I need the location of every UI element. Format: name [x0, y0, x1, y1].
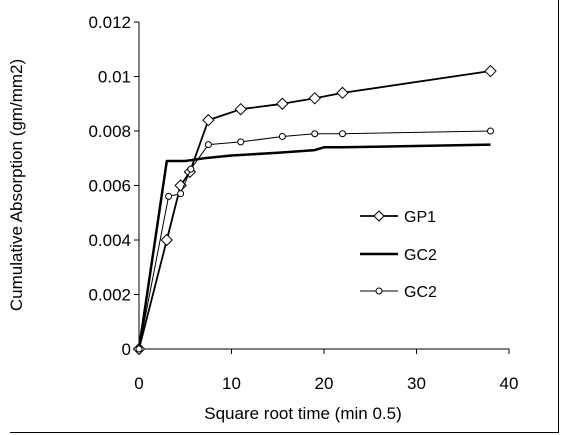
data-point-circle	[177, 190, 185, 198]
data-point-circle	[204, 141, 212, 149]
data-point-circle	[278, 132, 286, 140]
legend-label-gc2-line: GC2	[404, 247, 437, 264]
data-point-circle	[165, 192, 173, 200]
x-axis-label: Square root time (min 0.5)	[204, 404, 401, 423]
legend-diamond-marker	[373, 210, 385, 222]
legend-item-gc2-line: GC2	[360, 247, 437, 264]
x-tick-label: 40	[500, 374, 519, 393]
data-point-circle	[187, 165, 195, 173]
data-point-circle	[135, 345, 143, 353]
series-line-0	[138, 70, 491, 350]
y-tick-label: 0.008	[88, 122, 131, 141]
x-tick-label: 0	[134, 374, 143, 393]
data-point-circle	[311, 130, 319, 138]
x-tick-label: 10	[222, 374, 241, 393]
chart-frame	[10, 0, 559, 433]
data-point-circle	[339, 130, 346, 138]
data-point-diamond	[202, 113, 215, 127]
legend-item-gc2-circle: GC2	[360, 284, 437, 301]
legend-label-gp1: GP1	[404, 209, 436, 226]
y-axis-label: Cumulative Absorption (gm/mm2)	[7, 59, 26, 311]
data-point-circle	[237, 138, 245, 146]
data-point-diamond	[276, 97, 289, 110]
data-point-circle	[487, 127, 494, 135]
y-tick-label: 0	[122, 340, 131, 359]
data-point-diamond	[308, 92, 321, 105]
legend: GP1 GC2 GC2	[360, 209, 437, 301]
legend-label-gc2-circle: GC2	[404, 284, 437, 301]
y-tick-label: 0.006	[88, 177, 131, 196]
series-line-2	[138, 130, 491, 350]
y-tick-label: 0.012	[88, 13, 131, 32]
data-point-diamond	[234, 102, 247, 116]
y-tick-label: 0.01	[98, 68, 131, 87]
y-tick-label: 0.002	[88, 286, 131, 305]
x-tick-label: 30	[407, 374, 426, 393]
data-point-diamond	[160, 233, 173, 247]
legend-circle-marker	[375, 287, 383, 295]
y-tick-label: 0.004	[88, 231, 131, 250]
data-point-diamond	[336, 86, 349, 100]
legend-item-gp1: GP1	[360, 209, 436, 226]
x-tick-label: 20	[315, 374, 334, 393]
series-line-1	[137, 143, 491, 350]
data-point-diamond	[484, 64, 497, 78]
